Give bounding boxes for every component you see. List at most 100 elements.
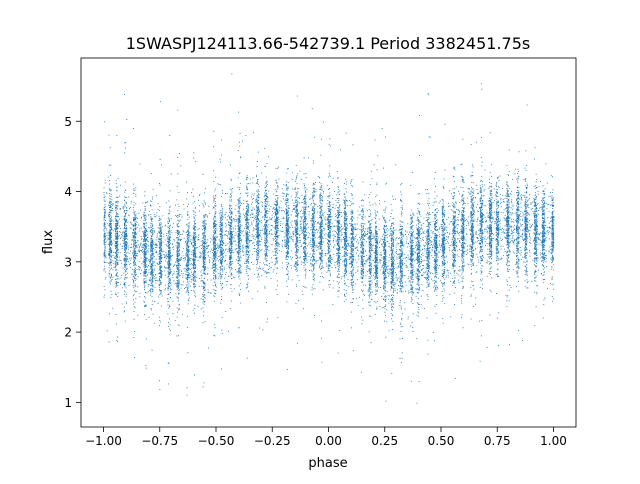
data-point bbox=[287, 266, 288, 267]
data-point bbox=[247, 192, 249, 194]
data-point bbox=[158, 279, 160, 281]
data-point bbox=[472, 207, 474, 209]
data-point bbox=[168, 241, 169, 243]
data-point bbox=[490, 199, 492, 201]
data-point bbox=[159, 272, 160, 274]
data-point bbox=[345, 265, 346, 267]
data-point bbox=[109, 273, 110, 275]
data-point bbox=[436, 254, 438, 256]
data-point bbox=[220, 269, 222, 271]
data-point bbox=[258, 183, 260, 185]
data-point bbox=[153, 256, 155, 258]
data-point bbox=[161, 248, 163, 250]
data-point bbox=[395, 164, 397, 166]
data-point bbox=[223, 214, 225, 216]
data-point bbox=[488, 261, 490, 262]
data-point bbox=[315, 245, 317, 247]
data-point bbox=[534, 194, 536, 196]
data-point bbox=[391, 287, 393, 289]
data-point bbox=[321, 238, 323, 240]
data-point bbox=[314, 240, 315, 242]
data-point bbox=[351, 184, 353, 186]
data-point bbox=[145, 215, 147, 217]
data-point bbox=[461, 316, 462, 318]
data-point bbox=[178, 220, 180, 222]
data-point bbox=[516, 252, 518, 254]
data-point bbox=[393, 233, 394, 235]
data-point bbox=[357, 270, 359, 272]
data-point bbox=[471, 239, 473, 241]
data-point bbox=[257, 218, 258, 220]
data-point bbox=[453, 212, 455, 213]
data-point bbox=[401, 236, 403, 238]
data-point bbox=[453, 203, 455, 205]
data-point bbox=[343, 218, 345, 220]
data-point bbox=[498, 219, 499, 221]
data-point bbox=[536, 237, 538, 239]
data-point bbox=[543, 260, 545, 262]
data-point bbox=[115, 248, 116, 249]
data-point bbox=[275, 258, 277, 260]
data-point bbox=[290, 222, 292, 224]
data-point bbox=[140, 242, 142, 244]
data-point bbox=[462, 187, 464, 188]
data-point bbox=[314, 234, 315, 236]
data-point bbox=[344, 214, 346, 216]
data-point bbox=[194, 304, 196, 306]
data-point bbox=[552, 220, 554, 222]
data-point bbox=[463, 226, 465, 228]
data-point bbox=[144, 252, 146, 254]
data-point bbox=[150, 231, 152, 233]
data-point bbox=[365, 284, 366, 286]
data-point bbox=[305, 248, 307, 250]
data-point bbox=[534, 218, 535, 220]
data-point bbox=[320, 219, 322, 221]
data-point bbox=[491, 185, 493, 187]
data-point bbox=[155, 252, 157, 254]
data-point bbox=[374, 277, 376, 278]
data-point bbox=[498, 231, 500, 233]
data-point bbox=[155, 277, 157, 279]
data-point bbox=[294, 197, 296, 198]
data-point bbox=[434, 191, 436, 193]
data-point bbox=[526, 218, 528, 220]
data-point bbox=[481, 196, 483, 198]
data-point bbox=[551, 212, 553, 214]
data-point bbox=[320, 207, 322, 208]
data-point bbox=[434, 255, 436, 257]
data-point bbox=[150, 255, 152, 257]
data-point bbox=[375, 225, 376, 227]
data-point bbox=[132, 232, 134, 233]
data-point bbox=[231, 251, 233, 253]
data-point bbox=[266, 196, 268, 198]
data-point bbox=[258, 232, 260, 234]
data-point bbox=[507, 270, 508, 272]
data-point bbox=[366, 210, 368, 212]
data-point bbox=[524, 236, 526, 238]
data-point bbox=[116, 213, 117, 215]
data-point bbox=[257, 179, 259, 180]
data-point bbox=[303, 236, 305, 237]
data-point bbox=[133, 221, 135, 223]
data-point bbox=[168, 231, 169, 233]
data-point bbox=[274, 249, 276, 250]
data-point bbox=[518, 191, 520, 193]
data-point bbox=[436, 238, 438, 240]
data-point bbox=[443, 213, 445, 215]
data-point bbox=[167, 301, 169, 303]
data-point bbox=[303, 256, 305, 258]
data-point bbox=[257, 208, 259, 209]
data-point bbox=[344, 277, 346, 279]
data-point bbox=[498, 232, 500, 234]
data-point bbox=[362, 250, 364, 251]
data-point bbox=[256, 251, 258, 253]
data-point bbox=[214, 188, 216, 190]
data-point bbox=[120, 184, 121, 186]
data-point bbox=[110, 226, 112, 228]
data-point bbox=[247, 262, 249, 264]
data-point bbox=[313, 265, 315, 267]
data-point bbox=[534, 213, 536, 215]
data-point bbox=[133, 264, 135, 266]
data-point bbox=[232, 240, 234, 242]
data-point bbox=[313, 253, 315, 255]
